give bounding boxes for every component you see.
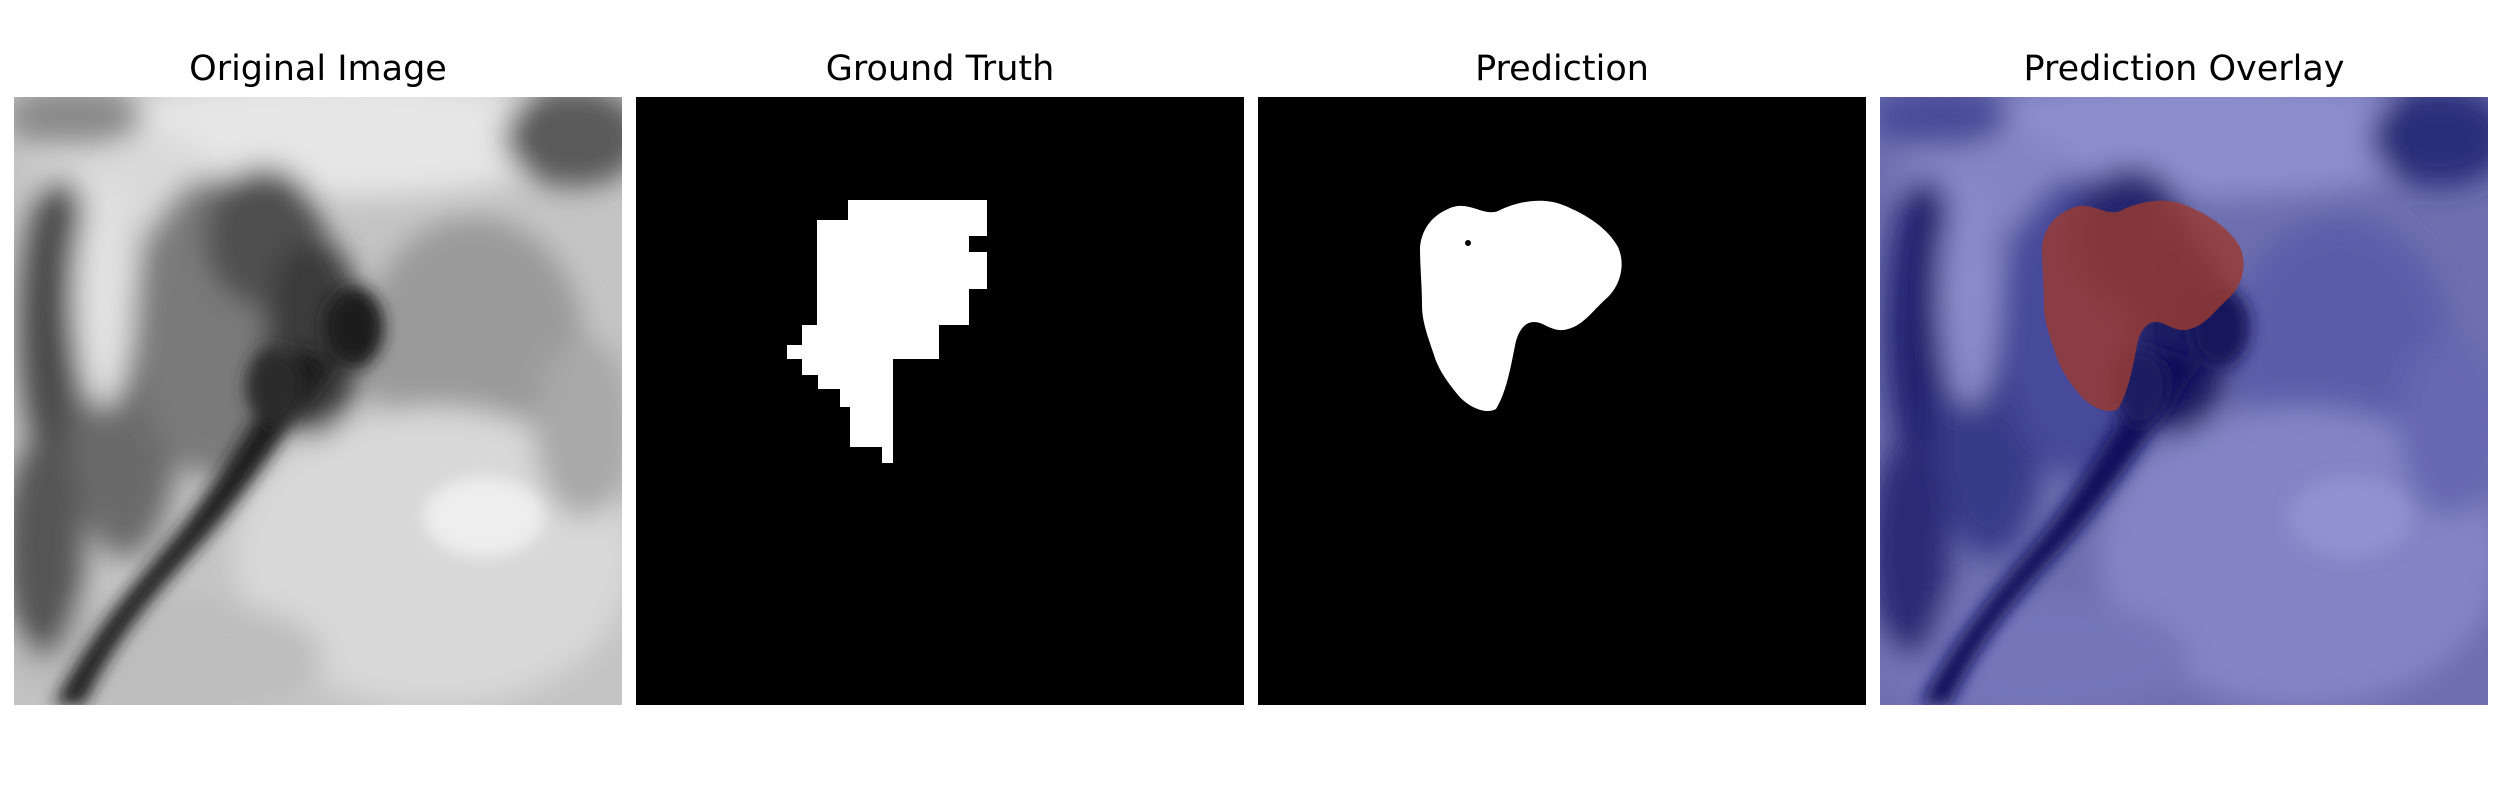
- panel-title: Prediction Overlay: [2023, 49, 2345, 89]
- panel-original-image: Original Image: [14, 0, 622, 800]
- panel-ground-truth: Ground Truth: [636, 0, 1244, 800]
- panel-title: Prediction: [1475, 49, 1649, 89]
- predicted-region-overlay: [2042, 200, 2244, 412]
- panel-prediction: Prediction: [1258, 0, 1866, 800]
- panel-title: Original Image: [189, 49, 447, 89]
- panel-prediction-overlay: Prediction Overlay: [1880, 0, 2488, 800]
- prediction-overlay-image: [1880, 97, 2488, 705]
- original-mri-image: [14, 97, 622, 705]
- prediction-mask: [1258, 97, 1866, 705]
- ground-truth-mask: [636, 97, 1244, 705]
- panel-title: Ground Truth: [825, 49, 1055, 89]
